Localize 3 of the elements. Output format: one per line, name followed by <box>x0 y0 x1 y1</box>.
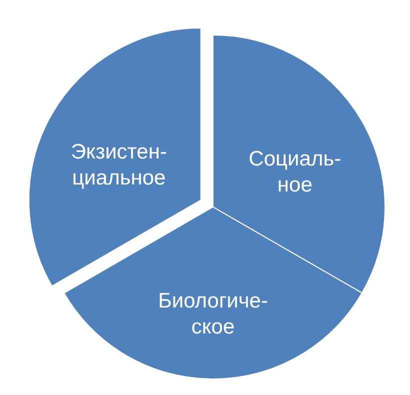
slice-label: Социаль- ное <box>248 148 342 197</box>
slice-label: Экзистен- циальное <box>70 140 167 190</box>
slice-label: Биологиче- ское <box>158 290 268 339</box>
